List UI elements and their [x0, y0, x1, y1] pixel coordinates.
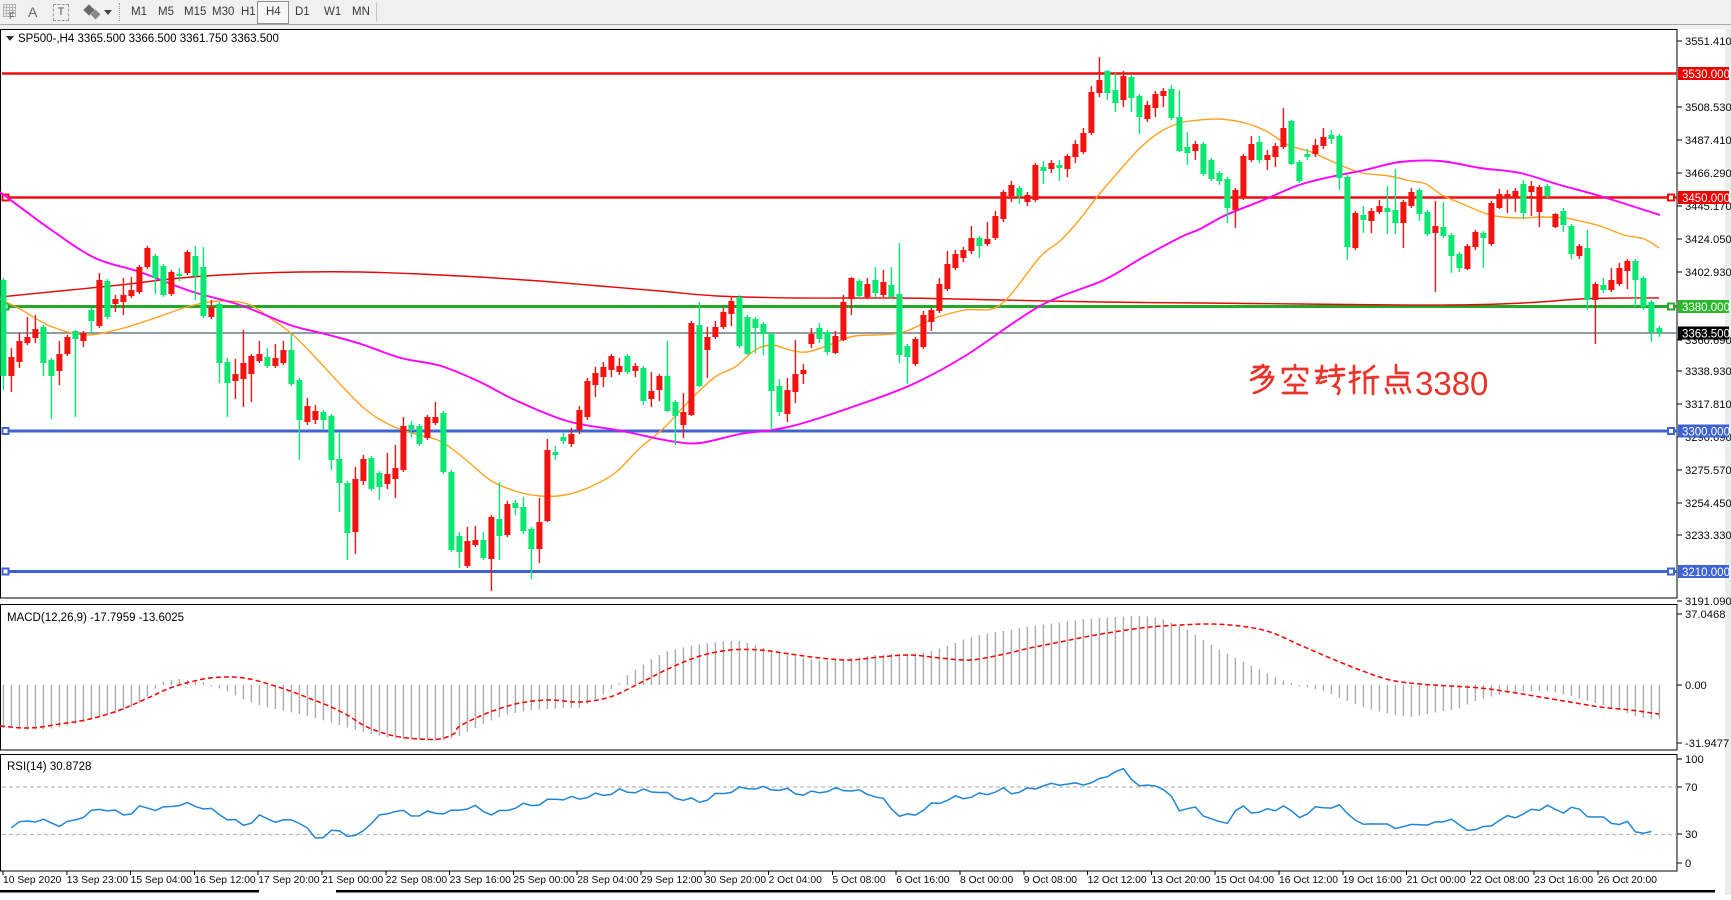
svg-text:23 Sep 16:00: 23 Sep 16:00 [450, 875, 512, 886]
svg-text:3300.000: 3300.000 [1682, 427, 1730, 439]
svg-text:3508.530: 3508.530 [1685, 102, 1731, 114]
svg-text:19 Oct 16:00: 19 Oct 16:00 [1343, 875, 1402, 886]
svg-text:3450.000: 3450.000 [1682, 193, 1730, 205]
svg-text:15 Oct 04:00: 15 Oct 04:00 [1215, 875, 1274, 886]
svg-text:0.00: 0.00 [1685, 680, 1707, 692]
svg-text:3254.450: 3254.450 [1685, 498, 1731, 510]
svg-text:3338.930: 3338.930 [1685, 366, 1731, 378]
svg-text:3551.410: 3551.410 [1685, 36, 1731, 48]
svg-text:3466.290: 3466.290 [1685, 168, 1731, 180]
svg-text:3317.810: 3317.810 [1685, 399, 1731, 411]
svg-text:12 Oct 12:00: 12 Oct 12:00 [1088, 875, 1147, 886]
svg-text:SP500-,H4 3365.500 3366.500 3: SP500-,H4 3365.500 3366.500 3361.750 336… [18, 33, 279, 45]
svg-text:16 Sep 12:00: 16 Sep 12:00 [194, 875, 256, 886]
svg-text:21 Sep 00:00: 21 Sep 00:00 [322, 875, 384, 886]
svg-text:16 Oct 12:00: 16 Oct 12:00 [1279, 875, 1338, 886]
svg-text:0: 0 [1685, 858, 1691, 870]
svg-text:23 Oct 16:00: 23 Oct 16:00 [1534, 875, 1593, 886]
svg-text:3424.050: 3424.050 [1685, 234, 1731, 246]
svg-text:17 Sep 20:00: 17 Sep 20:00 [258, 875, 320, 886]
svg-text:8 Oct 00:00: 8 Oct 00:00 [960, 875, 1014, 886]
svg-text:2 Oct 04:00: 2 Oct 04:00 [769, 875, 823, 886]
svg-text:MACD(12,26,9) -17.7959 -13.602: MACD(12,26,9) -17.7959 -13.6025 [7, 612, 184, 624]
svg-text:25 Sep 00:00: 25 Sep 00:00 [513, 875, 575, 886]
svg-text:3210.000: 3210.000 [1682, 567, 1730, 579]
svg-text:10 Sep 2020: 10 Sep 2020 [3, 875, 62, 886]
svg-text:21 Oct 00:00: 21 Oct 00:00 [1407, 875, 1466, 886]
svg-text:100: 100 [1685, 754, 1704, 766]
svg-text:70: 70 [1685, 782, 1697, 794]
svg-text:30 Sep 20:00: 30 Sep 20:00 [705, 875, 767, 886]
svg-text:3191.090: 3191.090 [1685, 596, 1731, 608]
svg-text:3363.500: 3363.500 [1682, 329, 1730, 341]
svg-text:3530.000: 3530.000 [1682, 69, 1730, 81]
svg-text:3380.000: 3380.000 [1682, 302, 1730, 314]
svg-text:3380: 3380 [1415, 365, 1488, 402]
svg-text:22 Sep 08:00: 22 Sep 08:00 [386, 875, 448, 886]
svg-text:5 Oct 08:00: 5 Oct 08:00 [832, 875, 886, 886]
svg-text:9 Oct 08:00: 9 Oct 08:00 [1024, 875, 1078, 886]
svg-text:29 Sep 12:00: 29 Sep 12:00 [641, 875, 703, 886]
svg-text:-31.9477: -31.9477 [1685, 738, 1729, 750]
svg-text:13 Sep 23:00: 13 Sep 23:00 [67, 875, 129, 886]
svg-text:37.0468: 37.0468 [1685, 609, 1725, 621]
svg-text:28 Sep 04:00: 28 Sep 04:00 [577, 875, 639, 886]
svg-text:3402.930: 3402.930 [1685, 267, 1731, 279]
svg-text:30: 30 [1685, 829, 1697, 841]
svg-text:3233.330: 3233.330 [1685, 530, 1731, 542]
svg-text:22 Oct 08:00: 22 Oct 08:00 [1470, 875, 1529, 886]
svg-text:RSI(14) 30.8728: RSI(14) 30.8728 [7, 761, 91, 773]
svg-text:15 Sep 04:00: 15 Sep 04:00 [131, 875, 193, 886]
svg-text:26 Oct 20:00: 26 Oct 20:00 [1598, 875, 1657, 886]
svg-text:3275.570: 3275.570 [1685, 465, 1731, 477]
svg-text:13 Oct 20:00: 13 Oct 20:00 [1151, 875, 1210, 886]
svg-text:6 Oct 16:00: 6 Oct 16:00 [896, 875, 950, 886]
svg-text:3487.410: 3487.410 [1685, 135, 1731, 147]
